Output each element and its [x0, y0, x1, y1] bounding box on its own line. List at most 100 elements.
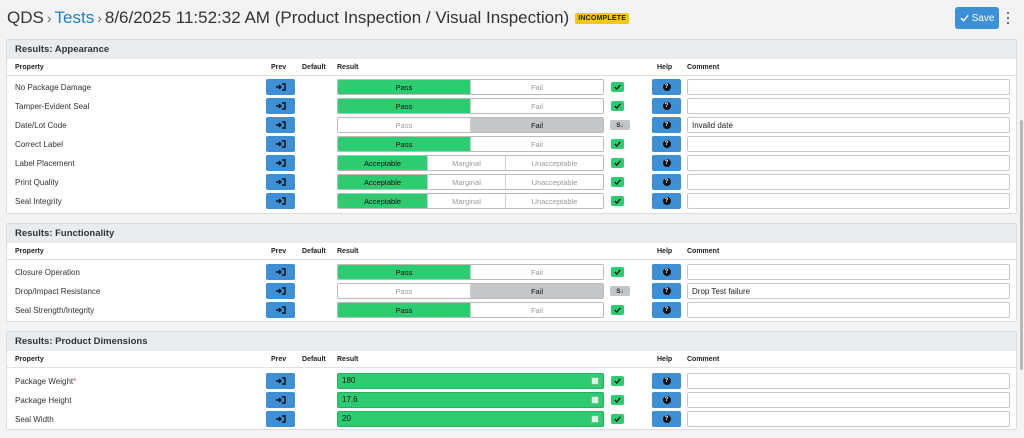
comment-input[interactable]: [687, 411, 1010, 427]
option-fail[interactable]: Fail: [471, 80, 603, 94]
comment-input[interactable]: [687, 117, 1010, 133]
help-button[interactable]: ?: [652, 174, 681, 190]
sign-in-icon: [275, 396, 286, 404]
prev-button[interactable]: [266, 264, 295, 280]
help-button[interactable]: ?: [652, 283, 681, 299]
scrollbar-thumb[interactable]: [1020, 120, 1023, 370]
help-button[interactable]: ?: [652, 302, 681, 318]
option-fail[interactable]: Fail: [471, 137, 603, 151]
spinner-icon[interactable]: [591, 396, 599, 404]
comment-input[interactable]: [687, 98, 1010, 114]
option-pass[interactable]: Pass: [338, 80, 471, 94]
col-property: Property: [15, 64, 44, 71]
result-toggle[interactable]: Pass Fail: [337, 264, 604, 280]
table-row: Seal Width 20 ?: [7, 410, 1016, 429]
prev-button[interactable]: [266, 373, 295, 389]
option-fail[interactable]: Fail: [471, 303, 603, 317]
help-button[interactable]: ?: [652, 373, 681, 389]
check-icon: [611, 267, 624, 277]
prev-button[interactable]: [266, 155, 295, 171]
functionality-panel: Results: Functionality Property Prev Def…: [6, 223, 1017, 322]
table-row: Tamper-Evident Seal Pass Fail ?: [7, 97, 1016, 116]
help-button[interactable]: ?: [652, 264, 681, 280]
comment-input[interactable]: [687, 264, 1010, 280]
comment-input[interactable]: [687, 193, 1010, 209]
result-toggle[interactable]: Pass Fail: [337, 98, 604, 114]
tests-link[interactable]: Tests: [54, 8, 95, 27]
comment-input[interactable]: [687, 174, 1010, 190]
check-icon: [611, 177, 624, 187]
save-button[interactable]: Save: [955, 7, 999, 29]
help-button[interactable]: ?: [652, 193, 681, 209]
prev-button[interactable]: [266, 193, 295, 209]
help-button[interactable]: ?: [652, 136, 681, 152]
numeric-input[interactable]: 20: [337, 411, 604, 427]
numeric-value: 17.6: [342, 395, 358, 404]
option-unacceptable[interactable]: Unacceptable: [506, 175, 603, 189]
option-fail[interactable]: Fail: [471, 284, 603, 298]
prev-button[interactable]: [266, 392, 295, 408]
table-row: Seal Integrity Acceptable Marginal Unacc…: [7, 192, 1016, 211]
result-toggle[interactable]: Acceptable Marginal Unacceptable: [337, 155, 604, 171]
property-label: Tamper-Evident Seal: [15, 102, 90, 111]
help-button[interactable]: ?: [652, 79, 681, 95]
prev-button[interactable]: [266, 174, 295, 190]
result-toggle[interactable]: Pass Fail: [337, 117, 604, 133]
option-marginal[interactable]: Marginal: [428, 175, 506, 189]
breadcrumb-separator: ›: [97, 10, 102, 26]
spinner-icon[interactable]: [591, 415, 599, 423]
option-marginal[interactable]: Marginal: [428, 194, 506, 208]
prev-button[interactable]: [266, 302, 295, 318]
option-acceptable[interactable]: Acceptable: [338, 194, 428, 208]
result-toggle[interactable]: Acceptable Marginal Unacceptable: [337, 174, 604, 190]
option-pass[interactable]: Pass: [338, 265, 471, 279]
prev-button[interactable]: [266, 117, 295, 133]
help-button[interactable]: ?: [652, 155, 681, 171]
panel-title: Results: Functionality: [7, 224, 1016, 243]
option-acceptable[interactable]: Acceptable: [338, 156, 428, 170]
option-fail[interactable]: Fail: [471, 99, 603, 113]
comment-input[interactable]: [687, 302, 1010, 318]
prev-button[interactable]: [266, 136, 295, 152]
prev-button[interactable]: [266, 283, 295, 299]
help-button[interactable]: ?: [652, 98, 681, 114]
check-icon: [611, 305, 624, 315]
result-toggle[interactable]: Pass Fail: [337, 302, 604, 318]
result-toggle[interactable]: Pass Fail: [337, 136, 604, 152]
help-button[interactable]: ?: [652, 392, 681, 408]
option-marginal[interactable]: Marginal: [428, 156, 506, 170]
comment-input[interactable]: [687, 155, 1010, 171]
scrollbar[interactable]: [1019, 40, 1024, 438]
prev-button[interactable]: [266, 411, 295, 427]
prev-button[interactable]: [266, 98, 295, 114]
option-pass[interactable]: Pass: [338, 99, 471, 113]
comment-input[interactable]: [687, 283, 1010, 299]
property-label: Seal Integrity: [15, 197, 62, 206]
option-fail[interactable]: Fail: [471, 118, 603, 132]
spinner-icon[interactable]: [591, 377, 599, 385]
option-pass[interactable]: Pass: [338, 137, 471, 151]
option-acceptable[interactable]: Acceptable: [338, 175, 428, 189]
comment-input[interactable]: [687, 136, 1010, 152]
comment-input[interactable]: [687, 373, 1010, 389]
result-toggle[interactable]: Pass Fail: [337, 79, 604, 95]
option-pass[interactable]: Pass: [338, 284, 471, 298]
sign-in-icon: [275, 83, 286, 91]
numeric-input[interactable]: 180: [337, 373, 604, 389]
option-fail[interactable]: Fail: [471, 265, 603, 279]
option-unacceptable[interactable]: Unacceptable: [506, 194, 603, 208]
help-button[interactable]: ?: [652, 117, 681, 133]
option-pass[interactable]: Pass: [338, 118, 471, 132]
prev-button[interactable]: [266, 79, 295, 95]
result-toggle[interactable]: Pass Fail: [337, 283, 604, 299]
comment-input[interactable]: [687, 79, 1010, 95]
numeric-input[interactable]: 17.6: [337, 392, 604, 408]
comment-input[interactable]: [687, 392, 1010, 408]
option-unacceptable[interactable]: Unacceptable: [506, 156, 603, 170]
help-button[interactable]: ?: [652, 411, 681, 427]
option-pass[interactable]: Pass: [338, 303, 471, 317]
table-row: Closure Operation Pass Fail ?: [7, 263, 1016, 282]
check-icon: [611, 101, 624, 111]
more-options-icon[interactable]: [1004, 10, 1012, 26]
result-toggle[interactable]: Acceptable Marginal Unacceptable: [337, 193, 604, 209]
